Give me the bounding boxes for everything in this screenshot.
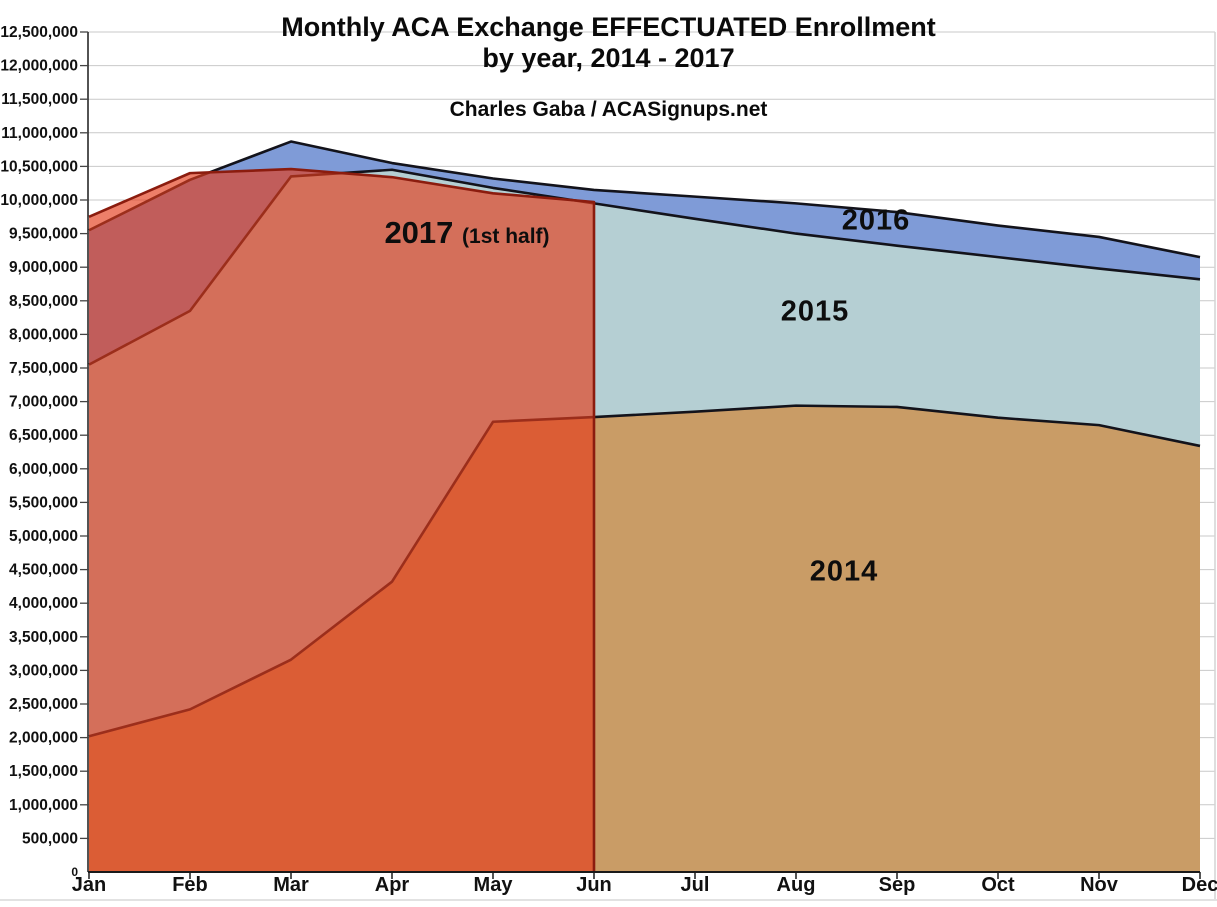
y-tick-label: 6,500,000	[9, 427, 78, 444]
y-tick-label: 2,000,000	[9, 730, 78, 747]
x-tick-label: Feb	[172, 874, 208, 896]
x-tick-label: Jan	[72, 874, 106, 896]
y-tick-label: 9,500,000	[9, 226, 78, 243]
y-tick-label: 7,500,000	[9, 360, 78, 377]
y-tick-label: 4,000,000	[9, 595, 78, 612]
line-2017	[88, 167, 596, 872]
x-tick-label: Apr	[375, 874, 410, 896]
x-tick-label: Sep	[879, 874, 916, 896]
x-tick-label: Dec	[1182, 874, 1217, 896]
y-tick-label: 8,000,000	[9, 326, 78, 343]
y-tick-label: 11,500,000	[1, 91, 78, 108]
y-tick-label: 8,500,000	[9, 293, 78, 310]
x-tick-label: Mar	[273, 874, 309, 896]
y-tick-label: 500,000	[22, 830, 78, 847]
y-tick-label: 9,000,000	[9, 259, 78, 276]
y-tick-label: 1,000,000	[9, 797, 78, 814]
area-2017	[89, 169, 594, 872]
x-tick-label: Oct	[981, 874, 1015, 896]
x-tick-label: May	[474, 874, 514, 896]
line-2016	[88, 140, 1201, 259]
y-tick-label: 12,500,000	[0, 24, 78, 41]
y-tick-label: 2,500,000	[9, 696, 78, 713]
y-tick-label-zero: 0	[71, 865, 78, 879]
y-tick-label: 10,000,000	[0, 192, 78, 209]
x-tick-label: Nov	[1080, 874, 1119, 896]
y-tick-label: 11,000,000	[1, 125, 78, 142]
x-tick-label: Jul	[681, 874, 710, 896]
y-tick-label: 5,500,000	[9, 494, 78, 511]
x-tick-label: Jun	[576, 874, 612, 896]
y-tick-label: 12,000,000	[0, 58, 78, 75]
y-tick-label: 3,000,000	[9, 662, 78, 679]
y-tick-label: 1,500,000	[9, 763, 78, 780]
y-tick-label: 7,000,000	[9, 394, 78, 411]
y-tick-label: 4,500,000	[9, 562, 78, 579]
x-tick-label: Aug	[777, 874, 816, 896]
y-tick-label: 5,000,000	[9, 528, 78, 545]
y-tick-label: 3,500,000	[9, 629, 78, 646]
y-tick-label: 6,000,000	[9, 461, 78, 478]
y-tick-label: 10,500,000	[0, 158, 78, 175]
